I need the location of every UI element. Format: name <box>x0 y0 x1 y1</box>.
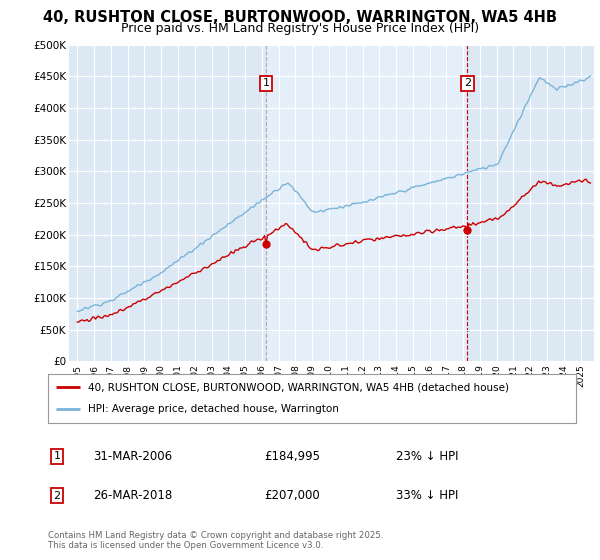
Text: 2: 2 <box>53 491 61 501</box>
Text: 40, RUSHTON CLOSE, BURTONWOOD, WARRINGTON, WA5 4HB (detached house): 40, RUSHTON CLOSE, BURTONWOOD, WARRINGTO… <box>88 382 509 393</box>
Text: £207,000: £207,000 <box>264 489 320 502</box>
Bar <box>266 45 467 361</box>
Text: Price paid vs. HM Land Registry's House Price Index (HPI): Price paid vs. HM Land Registry's House … <box>121 22 479 35</box>
Text: HPI: Average price, detached house, Warrington: HPI: Average price, detached house, Warr… <box>88 404 338 414</box>
Text: 40, RUSHTON CLOSE, BURTONWOOD, WARRINGTON, WA5 4HB: 40, RUSHTON CLOSE, BURTONWOOD, WARRINGTO… <box>43 10 557 25</box>
Text: 2: 2 <box>464 78 471 88</box>
Text: 31-MAR-2006: 31-MAR-2006 <box>93 450 172 463</box>
Text: 1: 1 <box>53 451 61 461</box>
Text: 33% ↓ HPI: 33% ↓ HPI <box>396 489 458 502</box>
Text: 26-MAR-2018: 26-MAR-2018 <box>93 489 172 502</box>
Text: Contains HM Land Registry data © Crown copyright and database right 2025.
This d: Contains HM Land Registry data © Crown c… <box>48 531 383 550</box>
Text: 1: 1 <box>263 78 269 88</box>
Text: 23% ↓ HPI: 23% ↓ HPI <box>396 450 458 463</box>
Text: £184,995: £184,995 <box>264 450 320 463</box>
